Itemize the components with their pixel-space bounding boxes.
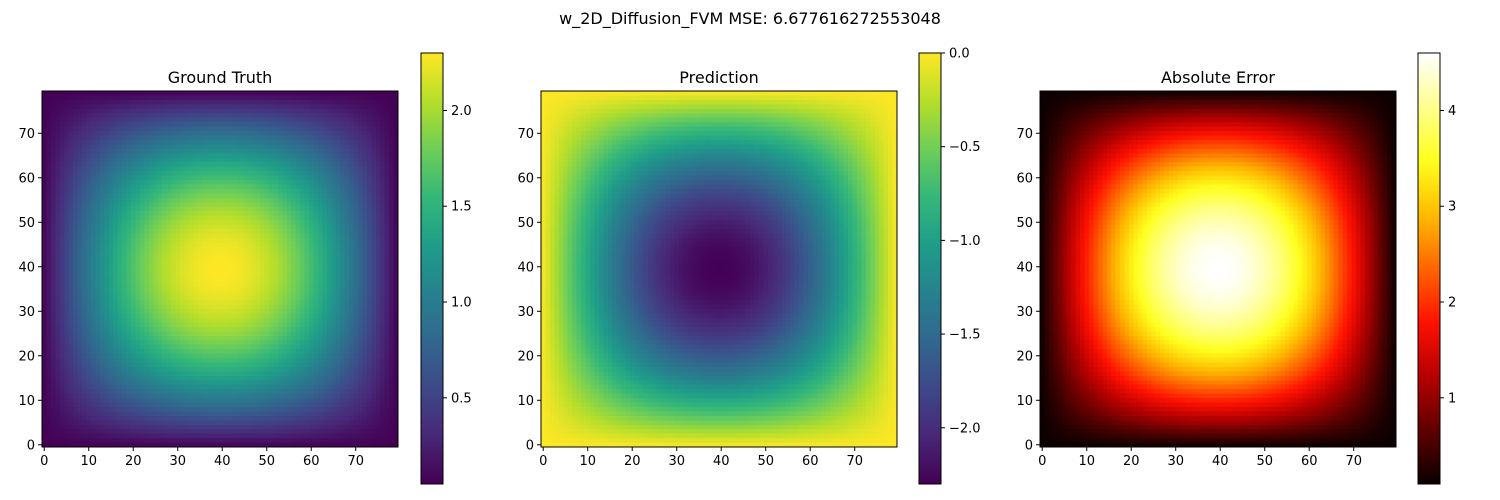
y-tick-label: 50 <box>18 216 35 231</box>
y-tick-label: 30 <box>18 305 35 320</box>
y-tick-label: 0 <box>1025 438 1033 453</box>
panel-3: Absolute Error 0 10 20 30 40 50 60 70 0 10 20 30 40 50… <box>1016 52 1456 485</box>
x-tick-label: 60 <box>1301 454 1318 469</box>
x-tick-label: 0 <box>1038 454 1046 469</box>
x-tick-label: 10 <box>80 454 97 469</box>
heatmap-image <box>42 91 398 447</box>
y-tick-label: 40 <box>1016 260 1033 275</box>
x-tick-label: 40 <box>214 454 231 469</box>
panel-1: Ground Truth 0 10 20 30 40 50 60 70 0 10 20 30 40 50 60… <box>18 52 472 485</box>
colorbar-tick-label: 4 <box>1448 104 1456 119</box>
colorbar-tick-label: 2.0 <box>451 104 472 119</box>
x-tick-label: 20 <box>624 454 641 469</box>
colorbar-frame <box>918 52 942 485</box>
colorbar-gradient <box>919 53 941 484</box>
plot-frame <box>41 90 399 448</box>
figure-suptitle: w_2D_Diffusion_FVM MSE: 6.67761627255304… <box>559 9 941 29</box>
x-tick-label: 60 <box>303 454 320 469</box>
x-tick-label: 10 <box>1078 454 1095 469</box>
x-tick-label: 0 <box>539 454 547 469</box>
colorbar-tick-label: 3 <box>1448 200 1456 215</box>
colorbar-tick-label: 2 <box>1448 296 1456 311</box>
heatmap-image <box>541 91 897 447</box>
colorbar-tick-label: 1.5 <box>451 200 472 215</box>
x-tick-label: 10 <box>579 454 596 469</box>
colorbar-tick-label: −0.5 <box>949 140 981 155</box>
x-tick-label: 40 <box>713 454 730 469</box>
y-tick-label: 70 <box>517 127 534 142</box>
y-tick-label: 50 <box>517 216 534 231</box>
y-tick-label: 20 <box>18 349 35 364</box>
panel-2: Prediction 0 10 20 30 40 50 60 70 0 10 20 30 40 50 60 70… <box>517 47 981 485</box>
x-tick-label: 30 <box>1167 454 1184 469</box>
y-tick-label: 30 <box>1016 305 1033 320</box>
y-tick-label: 20 <box>1016 349 1033 364</box>
colorbar-tick-label: 1.0 <box>451 296 472 311</box>
y-tick-label: 50 <box>1016 216 1033 231</box>
panel-title: Absolute Error <box>1161 68 1275 87</box>
y-tick-label: 0 <box>27 438 35 453</box>
colorbar-frame <box>1417 52 1441 485</box>
x-tick-label: 0 <box>40 454 48 469</box>
x-tick-label: 50 <box>757 454 774 469</box>
y-tick-label: 10 <box>18 394 35 409</box>
x-tick-label: 70 <box>1345 454 1362 469</box>
x-tick-label: 30 <box>169 454 186 469</box>
colorbar-tick-label: 0.5 <box>451 391 472 406</box>
y-tick-label: 60 <box>517 171 534 186</box>
heatmap-image <box>1040 91 1396 447</box>
y-tick-label: 60 <box>1016 171 1033 186</box>
y-tick-label: 60 <box>18 171 35 186</box>
x-tick-label: 40 <box>1212 454 1229 469</box>
y-tick-label: 10 <box>517 394 534 409</box>
x-tick-label: 70 <box>846 454 863 469</box>
x-tick-label: 20 <box>125 454 142 469</box>
x-tick-label: 60 <box>802 454 819 469</box>
y-tick-label: 40 <box>517 260 534 275</box>
x-tick-label: 20 <box>1123 454 1140 469</box>
y-tick-label: 30 <box>517 305 534 320</box>
y-tick-label: 0 <box>526 438 534 453</box>
y-tick-label: 40 <box>18 260 35 275</box>
x-tick-label: 70 <box>347 454 364 469</box>
y-tick-label: 70 <box>18 127 35 142</box>
y-tick-label: 70 <box>1016 127 1033 142</box>
panel-title: Ground Truth <box>168 68 273 87</box>
colorbar-gradient <box>421 53 443 484</box>
x-tick-label: 50 <box>258 454 275 469</box>
colorbar-tick-label: 1 <box>1448 391 1456 406</box>
panel-title: Prediction <box>679 68 758 87</box>
colorbar-tick-label: −1.5 <box>949 328 981 343</box>
colorbar-tick-label: −1.0 <box>949 234 981 249</box>
y-tick-label: 20 <box>517 349 534 364</box>
colorbar-frame <box>420 52 444 485</box>
plot-frame <box>540 90 898 448</box>
y-tick-label: 10 <box>1016 394 1033 409</box>
x-tick-label: 50 <box>1256 454 1273 469</box>
colorbar-tick-label: 0.0 <box>949 47 970 62</box>
plot-frame <box>1039 90 1397 448</box>
x-tick-label: 30 <box>668 454 685 469</box>
colorbar-gradient <box>1418 53 1440 484</box>
colorbar-tick-label: −2.0 <box>949 421 981 436</box>
